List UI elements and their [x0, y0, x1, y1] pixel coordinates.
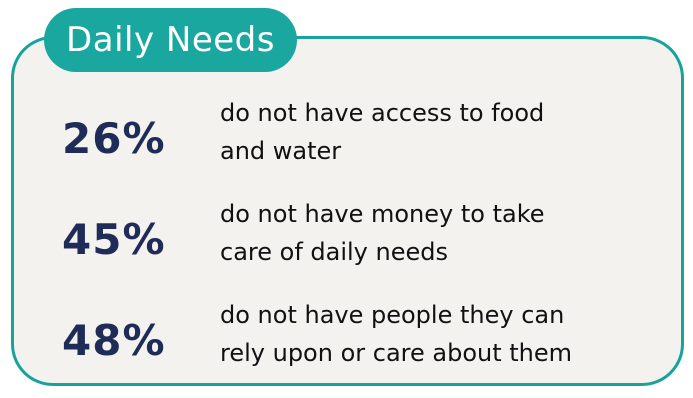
stat-percent: 45% — [62, 215, 166, 264]
stat-row-people: 48% do not have people they can rely upo… — [0, 296, 693, 382]
stat-description: do not have people they can rely upon or… — [220, 296, 680, 372]
stat-description-line: care of daily needs — [220, 238, 448, 266]
stat-description-line: do not have people they can — [220, 301, 565, 329]
stat-row-food-water: 26% do not have access to food and water — [0, 94, 693, 180]
stat-percent: 26% — [62, 114, 166, 163]
card-title-tab: Daily Needs — [44, 8, 297, 72]
stat-description: do not have access to food and water — [220, 94, 680, 170]
stat-description-line: rely upon or care about them — [220, 339, 573, 367]
stat-percent: 48% — [62, 316, 166, 365]
stat-description-line: do not have money to take — [220, 200, 545, 228]
stat-description-line: do not have access to food — [220, 99, 545, 127]
daily-needs-card — [11, 36, 684, 386]
stat-row-money: 45% do not have money to take care of da… — [0, 195, 693, 281]
stat-description-line: and water — [220, 137, 342, 165]
stat-description: do not have money to take care of daily … — [220, 195, 680, 271]
